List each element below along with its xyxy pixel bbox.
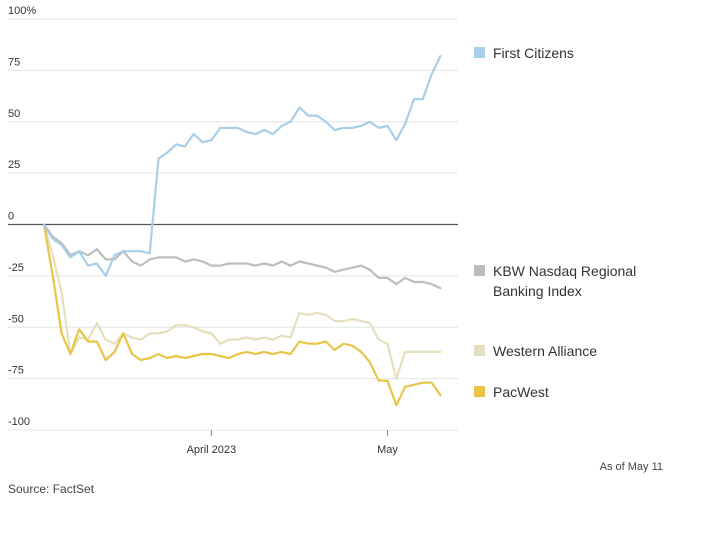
y-tick-label: -75 <box>8 365 24 377</box>
series-line-pacwest <box>42 223 442 407</box>
legend-label: PacWest <box>493 384 549 400</box>
y-tick-label: -50 <box>8 313 24 325</box>
series-lines <box>42 54 442 407</box>
gridlines <box>8 18 458 431</box>
y-axis-ticks: 100% 75 50 25 0 -25 -50 -75 -100 <box>8 5 36 428</box>
legend-swatch <box>474 47 485 58</box>
y-tick-label: 25 <box>8 159 20 171</box>
y-tick-label: 100% <box>8 5 36 17</box>
x-tick-label: April 2023 <box>187 444 237 456</box>
series-line-western-alliance <box>42 223 442 380</box>
legend-label: KBW Nasdaq Regional Banking Index <box>493 263 636 299</box>
series-line-kbw-nasdaq-regional-banking-index <box>42 223 442 290</box>
as-of-note: As of May 11 <box>599 461 663 473</box>
legend-swatch <box>474 345 485 356</box>
y-tick-label: -25 <box>8 262 24 274</box>
legend-label: First Citizens <box>493 45 574 61</box>
legend-swatch <box>474 265 485 276</box>
x-tick-label: May <box>377 444 398 456</box>
x-axis-ticks: April 2023 May <box>187 430 398 456</box>
legend-label: Western Alliance <box>493 343 597 359</box>
legend: First Citizens KBW Nasdaq Regional Banking… <box>474 45 636 400</box>
y-tick-label: 75 <box>8 56 20 68</box>
legend-swatch <box>474 386 485 397</box>
y-tick-label: 50 <box>8 108 20 120</box>
series-line-first-citizens <box>42 54 442 277</box>
source-note: Source: FactSet <box>8 482 95 496</box>
y-tick-label: -100 <box>8 416 30 428</box>
y-tick-label: 0 <box>8 211 14 223</box>
